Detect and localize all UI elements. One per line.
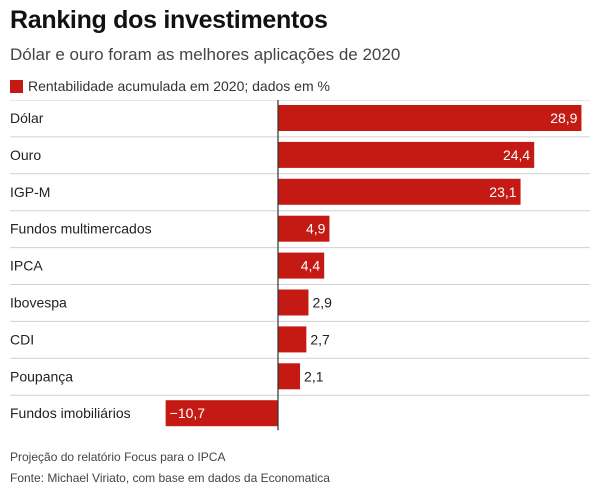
value-label: −10,7 (170, 405, 206, 421)
legend-swatch (10, 79, 23, 93)
value-label: 23,1 (489, 184, 516, 200)
bar (278, 363, 301, 390)
category-label: Dólar (10, 110, 44, 126)
value-label: 28,9 (550, 110, 577, 126)
bar-chart: Dólar 28,9 Ouro 24,4 IGP-M 23,1 Fundos multime… (10, 100, 590, 431)
chart-title: Ranking dos investimentos (10, 6, 328, 34)
category-label: CDI (10, 331, 34, 347)
chart-source: Fonte: Michael Viriato, com base em dado… (10, 471, 330, 485)
value-label: 4,9 (306, 221, 326, 237)
category-label: Fundos multimercados (10, 221, 152, 237)
category-label: IPCA (10, 258, 43, 274)
category-label: Fundos imobiliários (10, 405, 131, 421)
value-label: 2,7 (310, 331, 330, 347)
bar (165, 400, 278, 427)
category-label: Ouro (10, 147, 41, 163)
category-label: IGP-M (10, 184, 50, 200)
value-label: 24,4 (503, 147, 530, 163)
bar (278, 252, 325, 279)
chart-subtitle: Dólar e ouro foram as melhores aplicaçõe… (10, 45, 401, 64)
chart-legend: Rentabilidade acumulada em 2020; dados e… (10, 78, 330, 94)
bar (278, 215, 330, 242)
value-label: 2,1 (304, 368, 324, 384)
legend-label: Rentabilidade acumulada em 2020; dados e… (28, 78, 330, 94)
value-label: 4,4 (301, 258, 321, 274)
category-label: Ibovespa (10, 295, 67, 311)
bar (278, 289, 309, 316)
chart-footnote: Projeção do relatório Focus para o IPCA (10, 450, 226, 464)
value-label: 2,9 (312, 295, 332, 311)
category-label: Poupança (10, 368, 73, 384)
bar (278, 326, 307, 353)
bar (278, 105, 582, 131)
bar (278, 141, 535, 168)
bar (278, 178, 521, 205)
